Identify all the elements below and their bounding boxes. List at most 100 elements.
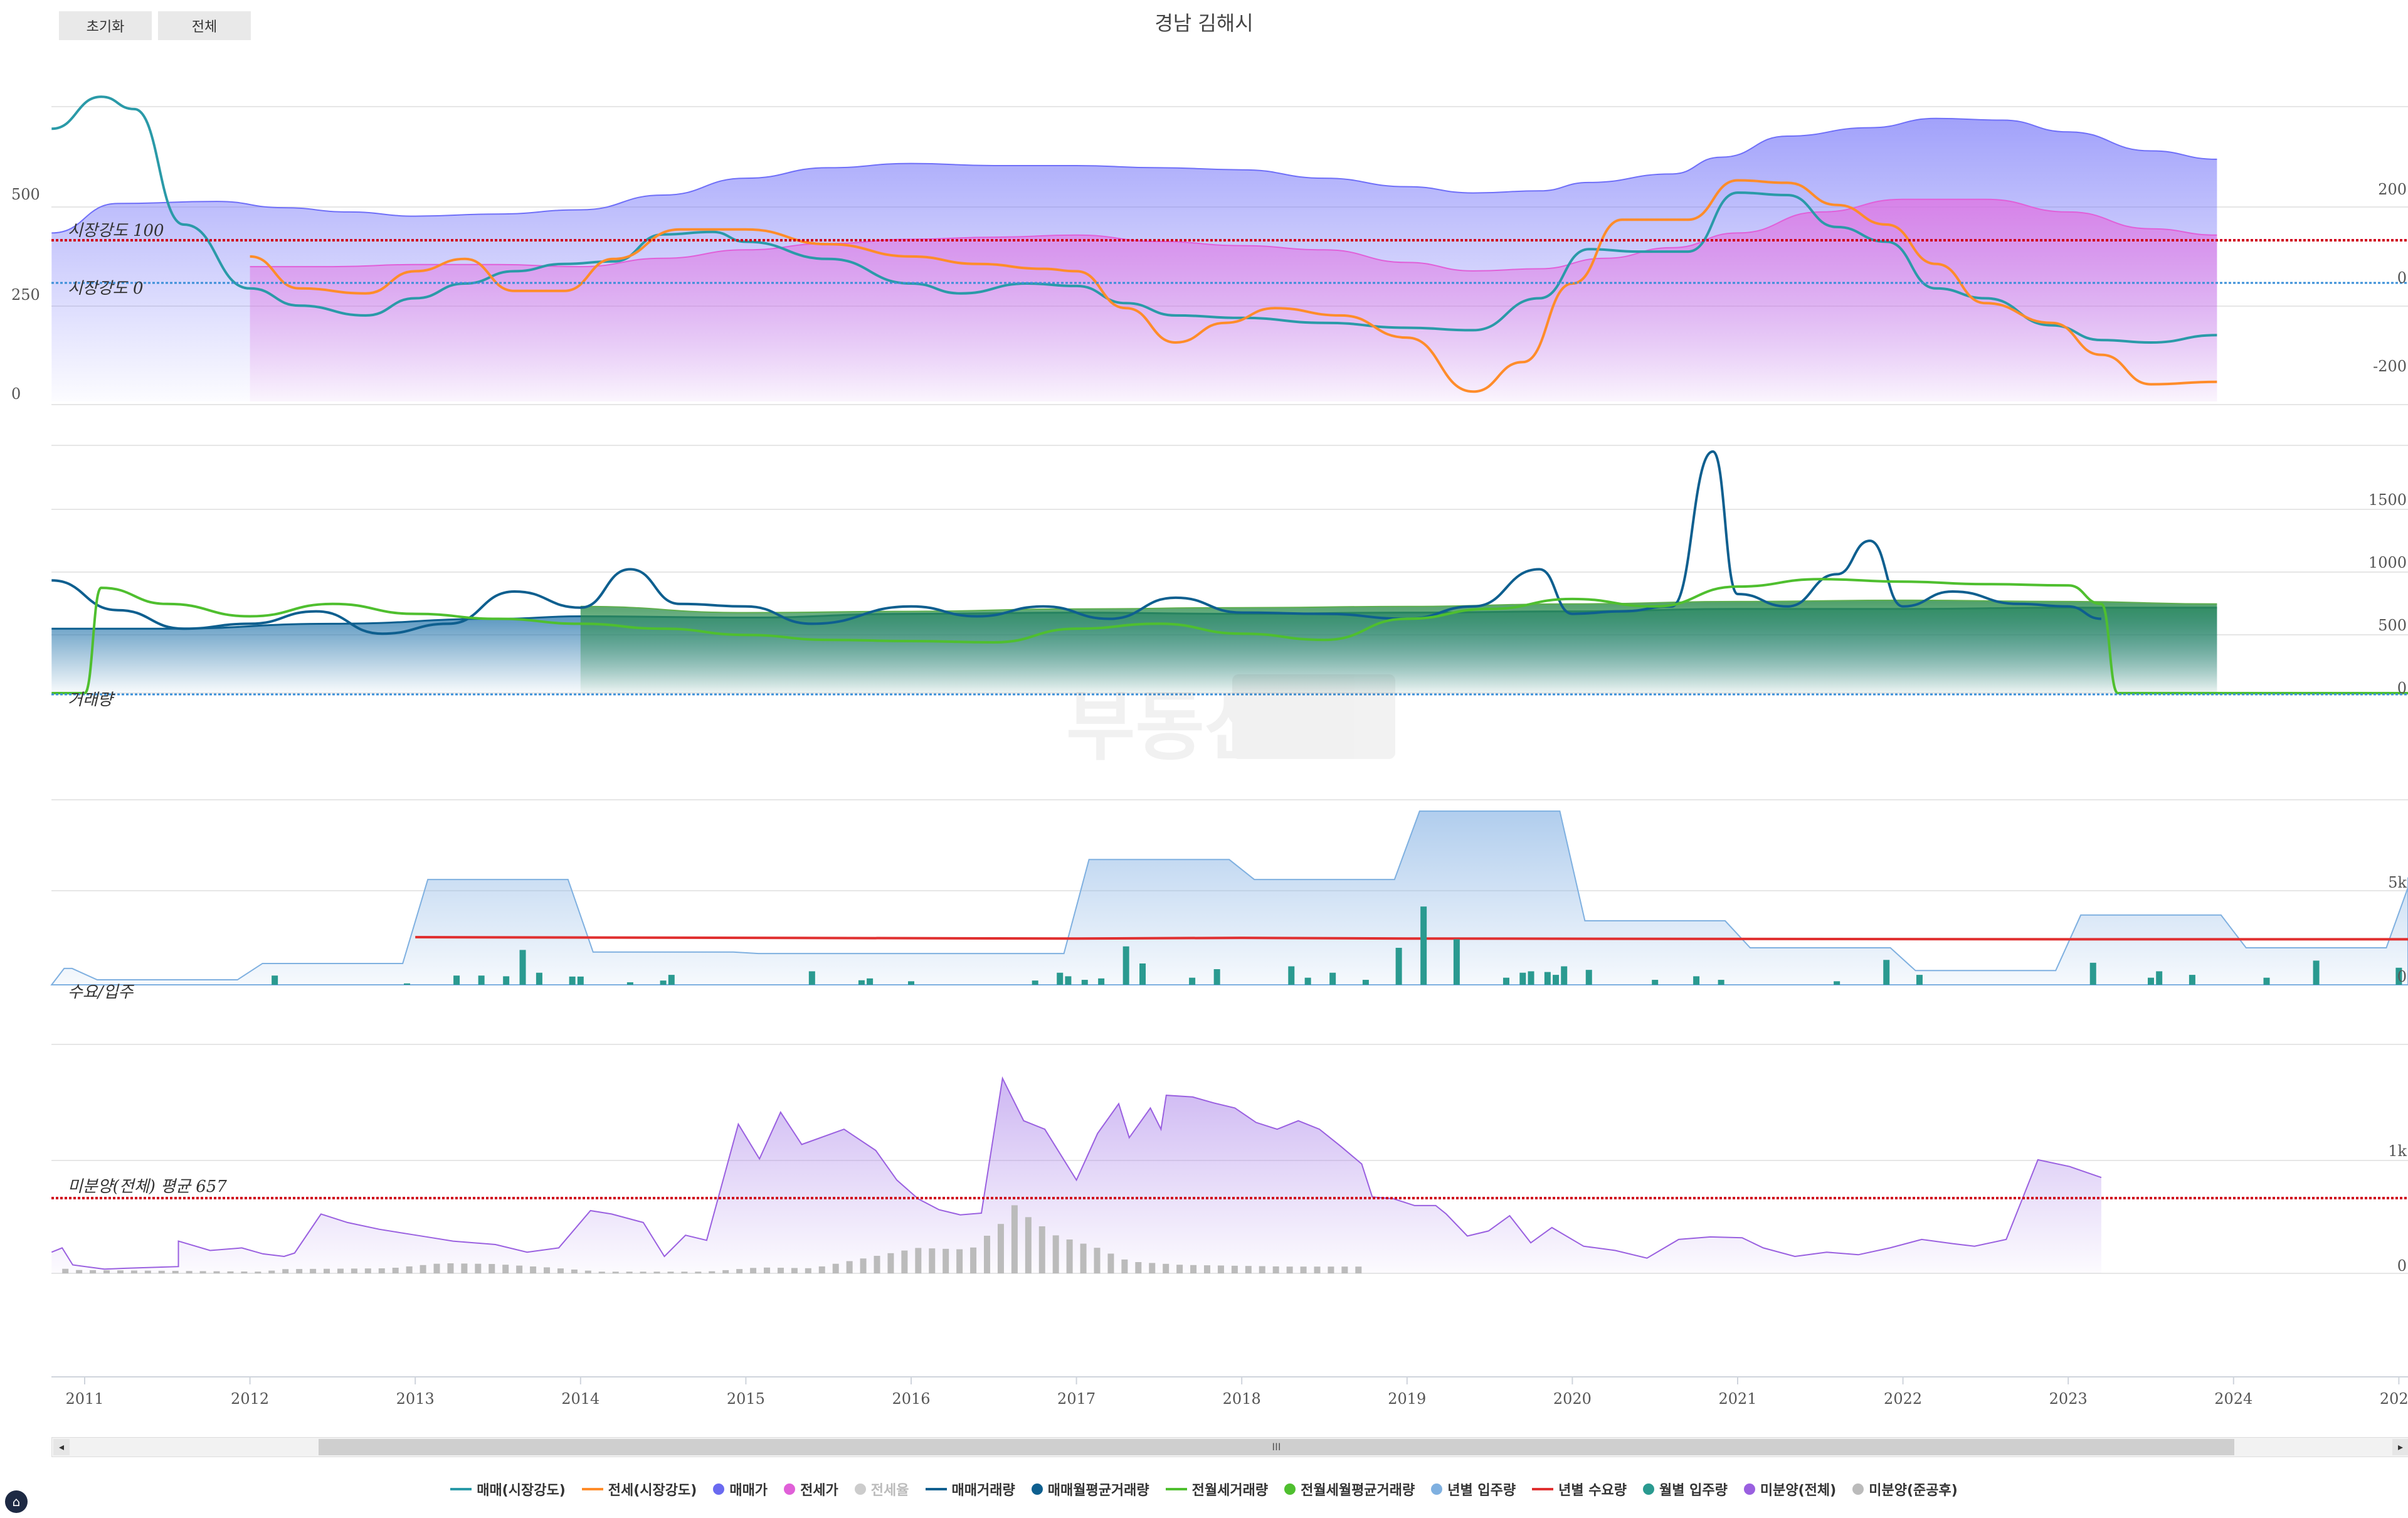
x-axis-tick-label: 2015 bbox=[727, 1390, 765, 1408]
unsold-total-area bbox=[51, 1078, 2101, 1273]
show-all-button[interactable]: 전체 bbox=[158, 11, 251, 40]
legend-symbol-icon bbox=[1165, 1488, 1187, 1490]
unsold-completed-bar-1 bbox=[62, 1268, 69, 1273]
rent-vol-line bbox=[51, 578, 2408, 695]
unsold-completed-bar-30 bbox=[461, 1263, 468, 1273]
legend-symbol-icon bbox=[784, 1484, 796, 1495]
legend-item-4[interactable]: 전세율 bbox=[854, 1479, 909, 1499]
ref-label-strength-100: 시장강도 100 bbox=[68, 221, 164, 240]
monthly-supply-bar-41 bbox=[1718, 980, 1724, 985]
home-logo-icon[interactable]: ⌂ bbox=[5, 1490, 28, 1513]
legend-item-5[interactable]: 매매거래량 bbox=[925, 1479, 1015, 1499]
legend-item-6[interactable]: 매매월평균거래량 bbox=[1031, 1479, 1149, 1499]
monthly-supply-bar-45 bbox=[2089, 962, 2096, 985]
unsold-completed-bar-52 bbox=[764, 1267, 771, 1273]
legend-symbol-icon bbox=[1743, 1484, 1755, 1495]
p2-right-tick: 1000 bbox=[2368, 554, 2407, 571]
unsold-completed-bar-27 bbox=[420, 1265, 426, 1273]
legend-symbol-icon bbox=[1431, 1484, 1443, 1495]
x-axis-tick-label: 2024 bbox=[2214, 1390, 2252, 1408]
monthly-supply-bar-31 bbox=[1453, 939, 1460, 985]
p1-right-tick: -200 bbox=[2373, 358, 2407, 375]
x-axis-tick-label: 2025 bbox=[2380, 1390, 2408, 1408]
scroll-thumb[interactable]: III bbox=[319, 1439, 2234, 1455]
legend-item-2[interactable]: 매매가 bbox=[713, 1479, 768, 1499]
unsold-completed-bar-11 bbox=[199, 1271, 206, 1273]
unsold-completed-bar-62 bbox=[901, 1250, 908, 1273]
unsold-completed-bar-32 bbox=[488, 1264, 495, 1273]
legend-symbol-icon bbox=[1532, 1488, 1554, 1490]
monthly-supply-bar-46 bbox=[2148, 977, 2154, 985]
unsold-completed-bar-51 bbox=[750, 1268, 757, 1273]
unsold-completed-bar-37 bbox=[557, 1268, 564, 1273]
unsold-completed-bar-16 bbox=[268, 1270, 275, 1273]
scroll-right-arrow[interactable]: ▸ bbox=[2392, 1439, 2408, 1455]
legend-item-1[interactable]: 전세(시장강도) bbox=[581, 1479, 697, 1499]
unsold-completed-bar-13 bbox=[227, 1271, 234, 1273]
unsold-completed-bar-20 bbox=[324, 1268, 330, 1273]
legend-item-11[interactable]: 월별 입주량 bbox=[1643, 1479, 1728, 1499]
legend-symbol-icon bbox=[1284, 1484, 1296, 1495]
unsold-completed-bar-39 bbox=[584, 1270, 591, 1273]
unsold-completed-bar-33 bbox=[502, 1265, 509, 1273]
unsold-completed-bar-38 bbox=[571, 1269, 578, 1273]
timeline-scrollbar[interactable]: ◂ III ▸ bbox=[51, 1437, 2408, 1457]
rent-vol-avg-line bbox=[580, 599, 2217, 613]
scroll-left-arrow[interactable]: ◂ bbox=[53, 1439, 70, 1455]
chart-canvas[interactable]: 부동산 500 250 0 200 0 -200 시장강도 100 시장강도 0 1500 100… bbox=[0, 0, 2408, 1430]
legend-item-9[interactable]: 년별 입주량 bbox=[1431, 1479, 1516, 1499]
unsold-completed-bar-63 bbox=[915, 1248, 922, 1273]
monthly-supply-bar-47 bbox=[2156, 971, 2163, 985]
monthly-supply-bar-25 bbox=[1288, 966, 1295, 985]
sale-strength-line bbox=[51, 95, 2217, 344]
p2-right-tick: 500 bbox=[2378, 617, 2407, 634]
reset-button[interactable]: 초기화 bbox=[59, 11, 152, 40]
legend-item-12[interactable]: 미분양(전체) bbox=[1743, 1479, 1836, 1499]
monthly-supply-bar-3 bbox=[478, 975, 485, 985]
legend-label: 전월세월평균거래량 bbox=[1301, 1483, 1415, 1499]
sale-price-line bbox=[51, 117, 2217, 234]
unsold-completed-bar-56 bbox=[818, 1266, 825, 1273]
legend-item-10[interactable]: 년별 수요량 bbox=[1532, 1479, 1627, 1499]
legend-item-7[interactable]: 전월세거래량 bbox=[1165, 1479, 1268, 1499]
monthly-supply-bar-48 bbox=[2189, 975, 2195, 985]
p2-right-tick: 0 bbox=[2397, 679, 2407, 697]
unsold-completed-bar-71 bbox=[1025, 1217, 1032, 1273]
monthly-supply-bar-34 bbox=[1528, 971, 1534, 985]
unsold-completed-bar-17 bbox=[282, 1269, 289, 1273]
monthly-supply-bar-29 bbox=[1395, 948, 1402, 985]
legend-item-8[interactable]: 전월세월평균거래량 bbox=[1284, 1479, 1415, 1499]
unsold-completed-bar-8 bbox=[158, 1270, 165, 1273]
x-axis-tick-label: 2021 bbox=[1718, 1390, 1756, 1408]
unsold-completed-bar-19 bbox=[310, 1268, 317, 1273]
unsold-completed-bar-12 bbox=[213, 1271, 220, 1273]
unsold-completed-bar-54 bbox=[791, 1268, 798, 1273]
unsold-completed-bar-76 bbox=[1094, 1248, 1101, 1273]
legend-item-0[interactable]: 매매(시장강도) bbox=[450, 1479, 566, 1499]
unsold-completed-bar-45 bbox=[667, 1271, 674, 1273]
scroll-thumb-grip: III bbox=[1272, 1441, 1281, 1453]
rent-vol-avg-area bbox=[580, 600, 2217, 693]
unsold-completed-bar-91 bbox=[1300, 1266, 1307, 1273]
panel-label-volume: 거래량 bbox=[68, 691, 115, 709]
legend-item-3[interactable]: 전세가 bbox=[784, 1479, 838, 1499]
unsold-completed-bar-3 bbox=[90, 1270, 97, 1273]
monthly-supply-bar-14 bbox=[867, 978, 874, 985]
unsold-completed-bar-90 bbox=[1286, 1266, 1293, 1273]
unsold-completed-bar-48 bbox=[709, 1271, 716, 1273]
legend-label: 월별 입주량 bbox=[1659, 1483, 1728, 1499]
legend-label: 매매(시장강도) bbox=[477, 1483, 566, 1499]
legend-item-13[interactable]: 미분양(준공후) bbox=[1852, 1479, 1958, 1499]
unsold-completed-bar-7 bbox=[144, 1270, 151, 1273]
unsold-completed-bar-79 bbox=[1135, 1262, 1142, 1273]
unsold-completed-bar-28 bbox=[433, 1263, 440, 1273]
x-axis-tick-label: 2012 bbox=[231, 1390, 269, 1408]
unsold-completed-bar-23 bbox=[364, 1268, 371, 1273]
unsold-completed-bar-75 bbox=[1080, 1243, 1087, 1273]
monthly-supply-bar-15 bbox=[908, 981, 914, 985]
x-axis-tick-label: 2020 bbox=[1553, 1390, 1592, 1408]
unsold-completed-bar-87 bbox=[1245, 1266, 1252, 1273]
unsold-completed-bar-77 bbox=[1107, 1253, 1114, 1273]
unsold-completed-bar-74 bbox=[1066, 1239, 1073, 1273]
x-axis-tick-label: 2014 bbox=[561, 1390, 599, 1408]
